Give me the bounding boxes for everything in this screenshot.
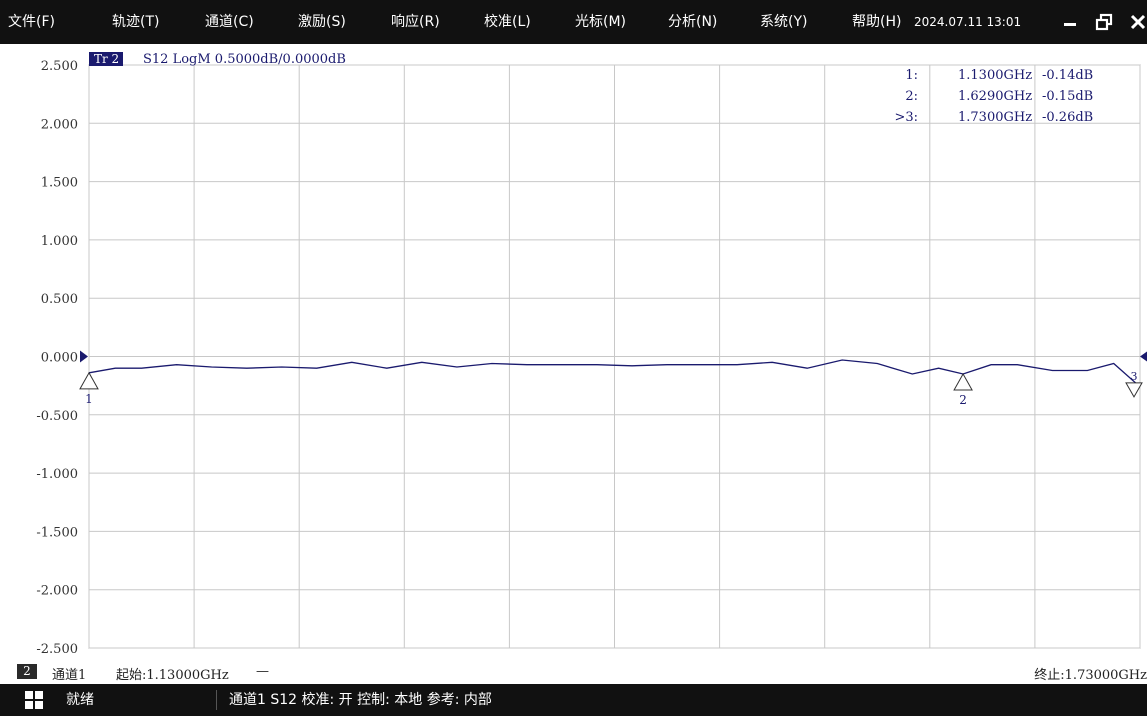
- marker-2-value: -0.15dB: [1042, 89, 1093, 104]
- y-tick-label: -2.000: [36, 584, 78, 599]
- minimize-icon[interactable]: [1058, 0, 1082, 44]
- menu-analysis[interactable]: 分析(N): [668, 14, 718, 30]
- menu-response[interactable]: 响应(R): [391, 14, 440, 30]
- menu-help[interactable]: 帮助(H): [852, 14, 902, 30]
- y-tick-label: 1.500: [41, 176, 78, 191]
- y-tick-label: -1.000: [36, 467, 78, 482]
- status-divider: [216, 690, 217, 710]
- channel-number-badge[interactable]: 2: [17, 664, 37, 679]
- y-tick-label: 1.000: [41, 234, 78, 249]
- y-tick-label: 2.500: [41, 59, 78, 74]
- marker-1-tag: 1: [85, 392, 93, 406]
- datetime-display: 2024.07.11 13:01: [914, 15, 1022, 29]
- y-tick-label: 0.500: [41, 292, 78, 307]
- channel-status-line: 2 通道1 起始:1.13000GHz — 终止:1.73000GHz: [0, 660, 1147, 684]
- marker-1-value: -0.14dB: [1042, 68, 1093, 83]
- span-dash: —: [256, 664, 269, 679]
- windows-grid-icon[interactable]: [25, 691, 43, 713]
- channel-info: 通道1 S12 校准: 开 控制: 本地 参考: 内部: [229, 692, 492, 708]
- marker-2-freq: 1.6290GHz: [958, 89, 1032, 104]
- marker-2-label: 2:: [905, 89, 918, 104]
- trace-badge-bg: [89, 52, 123, 66]
- marker-1-freq: 1.1300GHz: [958, 68, 1032, 83]
- menu-channel[interactable]: 通道(C): [205, 14, 254, 30]
- trace-header-text: S12 LogM 0.5000dB/0.0000dB: [143, 52, 346, 67]
- y-tick-label: 2.000: [41, 117, 78, 132]
- y-tick-label: 0.000: [41, 351, 78, 366]
- marker-3-label: >3:: [894, 110, 918, 125]
- trace-chart[interactable]: 2.500 2.000 1.500 1.000 0.500 0.000 -0.500 -1.0…: [0, 44, 1147, 660]
- trace-badge[interactable]: Tr 2: [94, 52, 119, 66]
- chart-area[interactable]: 2.500 2.000 1.500 1.000 0.500 0.000 -0.500 -1.0…: [0, 44, 1147, 660]
- marker-3-value: -0.26dB: [1042, 110, 1093, 125]
- marker-2-triangle[interactable]: 2: [953, 372, 973, 407]
- channel-label: 通道1: [52, 668, 87, 683]
- menu-marker[interactable]: 光标(M): [575, 14, 627, 30]
- menu-file[interactable]: 文件(F): [8, 14, 55, 30]
- marker-1-triangle[interactable]: 1: [79, 371, 99, 406]
- s12-trace-line[interactable]: [88, 359, 1141, 388]
- status-bar: 就绪 通道1 S12 校准: 开 控制: 本地 参考: 内部: [0, 684, 1147, 716]
- marker-3-freq: 1.7300GHz: [958, 110, 1032, 125]
- menu-bar: 文件(F) 轨迹(T) 通道(C) 激励(S) 响应(R) 校准(L) 光标(M…: [0, 0, 1147, 44]
- y-tick-label: -0.500: [36, 409, 78, 424]
- marker-1-label: 1:: [905, 68, 918, 83]
- start-frequency[interactable]: 起始:1.13000GHz: [116, 668, 229, 683]
- marker-readout-table: 1: 1.1300GHz -0.14dB 2: 1.6290GHz -0.15d…: [894, 68, 1093, 125]
- y-tick-label: -1.500: [36, 525, 78, 540]
- marker-3-tag: 3: [1131, 370, 1138, 383]
- ready-status: 就绪: [66, 692, 94, 708]
- menu-calibration[interactable]: 校准(L): [484, 14, 531, 30]
- marker-3-triangle[interactable]: 3: [1125, 370, 1143, 398]
- menu-system[interactable]: 系统(Y): [760, 14, 808, 30]
- restore-icon[interactable]: [1092, 0, 1116, 44]
- menu-stimulus[interactable]: 激励(S): [298, 14, 346, 30]
- reference-level-arrow-left[interactable]: [80, 350, 88, 363]
- menu-trace[interactable]: 轨迹(T): [112, 14, 160, 30]
- close-icon[interactable]: [1126, 0, 1147, 44]
- stop-frequency[interactable]: 终止:1.73000GHz: [1034, 668, 1147, 683]
- reference-level-arrow-right[interactable]: [1140, 351, 1147, 362]
- marker-2-tag: 2: [959, 393, 967, 407]
- y-tick-label: -2.500: [36, 642, 78, 657]
